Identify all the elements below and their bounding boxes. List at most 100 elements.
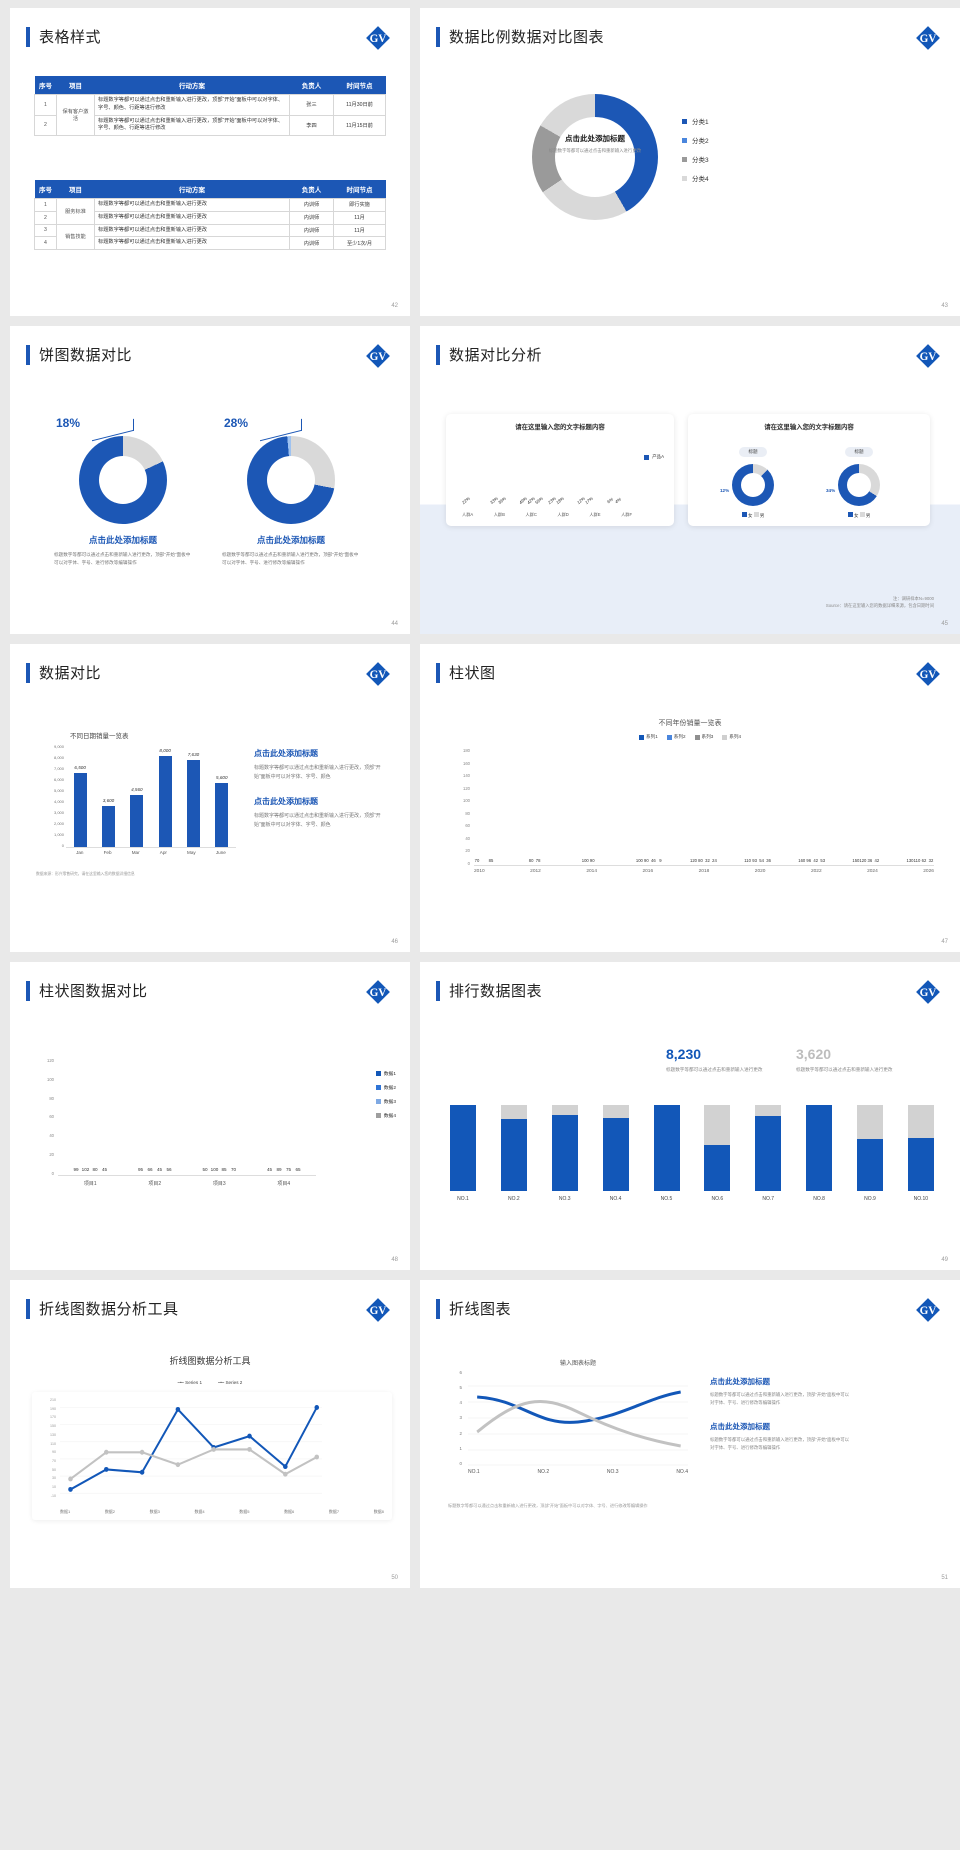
svg-text:GV: GV	[370, 987, 387, 999]
rank-item[interactable]: NO.3	[551, 1105, 578, 1202]
col-action: 行动方案	[94, 76, 290, 95]
col-owner: 负责人	[289, 76, 334, 95]
line-plot	[468, 1385, 688, 1466]
slide-42[interactable]: 表格样式 GV 序号 项目 行动方案 负责人 时间节点 1 保有客户激活 标题数…	[10, 8, 410, 316]
slide-49[interactable]: 排行数据图表 GV 8,230 标题数字等都可以通过点击和重新输入进行更改 3,…	[420, 962, 960, 1270]
slide-43-title: 数据比例数据对比图表	[436, 26, 604, 47]
slide-51[interactable]: 折线图表 GV 输入图表标题 6 5 4 3 2 1 0	[420, 1280, 960, 1588]
legend-item[interactable]: 系列2	[666, 734, 686, 740]
company-logo-icon: GV	[916, 26, 940, 50]
line-chart[interactable]: 210 190 170 150 130 110 90 70 50 30 10 -…	[32, 1392, 392, 1520]
donut-chart-male[interactable]	[838, 464, 880, 506]
action-table-1[interactable]: 序号 项目 行动方案 负责人 时间节点 1 保有客户激活 标题数字等都可以通过点…	[34, 76, 386, 137]
line-chart[interactable]: 6 5 4 3 2 1 0 NO.1 NO.2 NO.3	[448, 1370, 688, 1490]
company-logo-icon: GV	[916, 1298, 940, 1322]
legend-item[interactable]: ⎯•⎯ Series 1	[177, 1380, 202, 1385]
sub-label: 标题	[845, 447, 873, 457]
legend-item[interactable]: 数据4	[375, 1112, 396, 1119]
sub-label: 标题	[739, 447, 767, 457]
rank-item[interactable]: NO.5	[653, 1105, 680, 1202]
col-project: 项目	[56, 76, 95, 95]
kpi-primary: 8,230 标题数字等都可以通过点击和重新输入进行更改	[666, 1046, 770, 1074]
slide-45[interactable]: 数据对比分析 GV 请在这里输入您的文字标题内容 产品A 22% 33% 36% …	[420, 326, 960, 634]
pie-body-2: 标题数字等都可以通过点击和重新输入进行更改，顶部“开始”面板中可以对字体、字号、…	[222, 552, 359, 565]
table-row[interactable]: 4 标题数字等都可以通过点击和重新输入进行更改 内训师 至少1次/月	[34, 236, 386, 251]
rank-item[interactable]: NO.4	[602, 1105, 629, 1202]
table-header-row: 序号 项目 行动方案 负责人 时间节点	[34, 76, 386, 95]
table-row[interactable]: 2 标题数字等都可以通过点击和重新输入进行更改，顶部“开始”面板中可以对字体、字…	[34, 114, 386, 137]
chart-legend: 系列1 系列2 系列3 系列4	[420, 734, 960, 740]
grouped-bar-chart[interactable]: 180 160 140 120 100 80 60 40 20 0 70 85 8…	[450, 748, 934, 882]
legend-item[interactable]: 数据1	[375, 1070, 396, 1077]
rank-item[interactable]: NO.2	[500, 1105, 527, 1202]
title-accent-bar	[436, 662, 440, 683]
donut-compare-card[interactable]: 请在这里输入您的文字标题内容 标题 12% 女 男 标题 34% 女 男	[688, 414, 930, 526]
bar-chart-card[interactable]: 请在这里输入您的文字标题内容 产品A 22% 33% 36% 49% 42% 56% …	[446, 414, 674, 526]
table-row[interactable]: 1 服务标准 标题数字等都可以通过点击和重新输入进行更改 内训师 即行实施	[34, 198, 386, 225]
legend-item[interactable]: ⎯•⎯ Series 2	[218, 1380, 243, 1385]
legend-item[interactable]: 分类2	[682, 135, 709, 145]
chart-title: 不同年份销量一览表	[658, 720, 722, 727]
company-logo-icon: GV	[366, 980, 390, 1004]
block-heading: 点击此处添加标题	[710, 1421, 770, 1431]
kpi-value: 8,230	[666, 1046, 702, 1062]
x-axis-labels: 人群A 人群B 人群C 人群D 人群E 人群F	[462, 512, 632, 517]
rank-item[interactable]: NO.7	[755, 1105, 782, 1202]
y-axis: 180 160 140 120 100 80 60 40 20 0	[463, 748, 470, 866]
title-accent-bar	[26, 662, 30, 683]
slide-49-title: 排行数据图表	[436, 980, 542, 1001]
slide-grid: 表格样式 GV 序号 项目 行动方案 负责人 时间节点 1 保有客户激活 标题数…	[0, 0, 960, 1596]
legend-item[interactable]: 分类1	[682, 116, 709, 126]
page-title: 表格样式	[39, 29, 102, 46]
rank-item[interactable]: NO.6	[704, 1105, 731, 1202]
bar-chart[interactable]: 9,000 8,000 7,000 6,000 5,000 4,000 3,00…	[36, 744, 236, 864]
donut-chart-2[interactable]	[247, 436, 335, 524]
title-accent-bar	[436, 344, 440, 365]
company-logo-icon: GV	[916, 662, 940, 686]
legend-item[interactable]: 分类3	[682, 154, 709, 164]
kpi-value: 3,620	[796, 1046, 832, 1062]
donut-chart-1[interactable]	[79, 436, 167, 524]
rank-item[interactable]: NO.9	[857, 1105, 883, 1202]
card-title: 请在这里输入您的文字标题内容	[515, 424, 605, 431]
slide-50-title: 折线图数据分析工具	[26, 1298, 179, 1319]
bars: 70 85 80 78 100 90 100 90 46 9 120 80 32 24 110 93…	[474, 748, 934, 866]
chart-source: 数据来源：形兴零售研究，请在这里输入您的数据详细信息	[36, 872, 135, 876]
pie-title-1: 点击此处添加标题	[88, 535, 157, 545]
action-table-2[interactable]: 序号 项目 行动方案 负责人 时间节点 1 服务标准 标题数字等都可以通过点击和…	[34, 180, 386, 251]
rank-item[interactable]: NO.8	[806, 1105, 833, 1202]
side-text-blocks: 点击此处添加标题 标题数字等都可以通过点击和重新输入进行更改，顶部“开始”面板中…	[710, 1376, 850, 1466]
block-body: 标题数字等都可以通过点击和重新输入进行更改，顶部“开始”面板中可以对字体、字号、…	[254, 765, 381, 780]
pie-block-1[interactable]: 18% 点击此处添加标题 标题数字等都可以通过点击和重新输入进行更改，顶部“开始…	[48, 416, 198, 567]
svg-text:GV: GV	[370, 33, 387, 45]
company-logo-icon: GV	[366, 1298, 390, 1322]
donut-chart-female[interactable]	[732, 464, 774, 506]
slide-46[interactable]: 数据对比 GV 不同日期销量一览表 9,000 8,000 7,000 6,00…	[10, 644, 410, 952]
slide-48[interactable]: 柱状图数据对比 GV 120 100 80 60 40 20 0 99 102 80…	[10, 962, 410, 1270]
grouped-bar-chart[interactable]: 120 100 80 60 40 20 0 99 102 80 45 95 66 45 56…	[36, 1058, 316, 1198]
slide-47[interactable]: 柱状图 GV 不同年份销量一览表 系列1 系列2 系列3 系列4 180 160…	[420, 644, 960, 952]
donut-chart[interactable]	[532, 94, 658, 220]
rank-item[interactable]: NO.10	[907, 1105, 934, 1202]
legend-item[interactable]: 分类4	[682, 173, 709, 183]
ranking-bars[interactable]: NO.1 NO.2 NO.3 NO.4 NO.5 NO.6 NO.7 NO.8 …	[450, 1102, 934, 1202]
legend-item[interactable]: 系列1	[639, 734, 658, 740]
slide-50[interactable]: 折线图数据分析工具 GV 折线图数据分析工具 ⎯•⎯ Series 1 ⎯•⎯ …	[10, 1280, 410, 1588]
legend-item[interactable]: 系列4	[722, 734, 741, 740]
pie-block-2[interactable]: 28% 点击此处添加标题 标题数字等都可以通过点击和重新输入进行更改，顶部“开始…	[216, 416, 366, 567]
legend-item[interactable]: 系列3	[694, 734, 713, 740]
svg-text:GV: GV	[370, 351, 387, 363]
table-row[interactable]: 1 保有客户激活 标题数字等都可以通过点击和重新输入进行更改，顶部“开始”面板中…	[34, 93, 386, 137]
legend-item[interactable]: 数据2	[375, 1084, 396, 1091]
company-logo-icon: GV	[916, 980, 940, 1004]
svg-text:GV: GV	[370, 1305, 387, 1317]
x-axis: 2010 2012 2014 2016 2018 2020 2022 2024 …	[474, 869, 934, 874]
slide-44[interactable]: 饼图数据对比 GV 18% 点击此处添加标题 标题数字等都可以通过点击和重新输入…	[10, 326, 410, 634]
table-row[interactable]: 3 销售技能 标题数字等都可以通过点击和重新输入进行更改 内训师 11月	[34, 223, 386, 251]
col-seq: 序号	[34, 76, 57, 95]
donut-legend: 分类1 分类2 分类3 分类4	[682, 116, 709, 192]
slide-43[interactable]: 数据比例数据对比图表 GV 点击此处添加标题 标题数字等都可以通过点击和重新输入…	[420, 8, 960, 316]
legend-item[interactable]: 数据3	[375, 1098, 396, 1105]
rank-item[interactable]: NO.1	[450, 1105, 476, 1202]
chart-note: 标题数字等都可以通过点击和重新输入进行更改，顶部“开始”面板中可以对字体、字号、…	[448, 1503, 648, 1508]
